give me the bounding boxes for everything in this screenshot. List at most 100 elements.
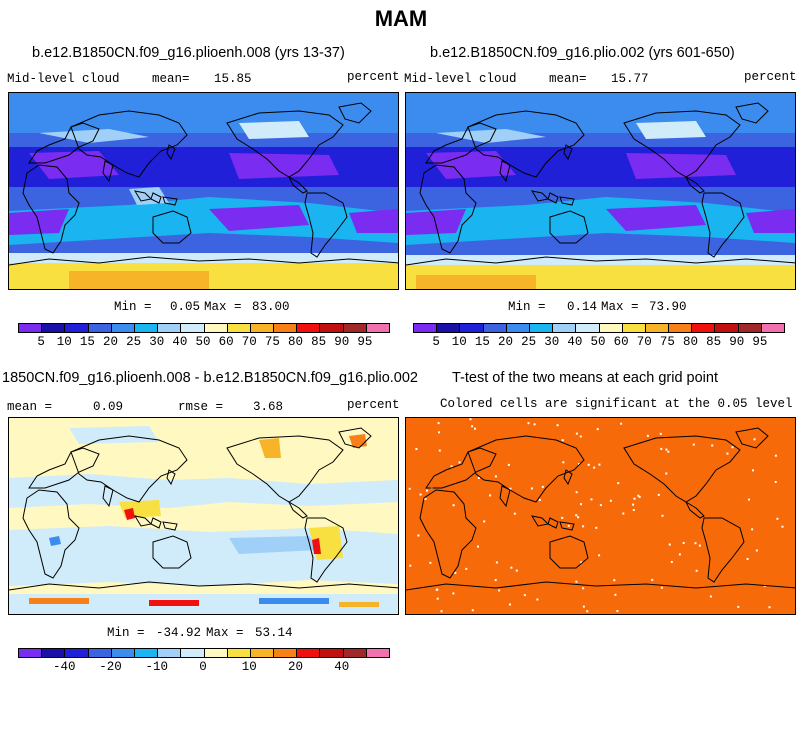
colorbar-swatch [343,324,367,332]
colorbar-swatch [297,324,321,332]
nonsignificant-cell [590,498,593,501]
nonsignificant-cell [498,589,501,592]
nonsignificant-cell [562,461,565,464]
colorbar-swatch [343,649,367,657]
nonsignificant-cell [541,485,544,488]
colorbar-swatch [506,324,530,332]
colorbar-swatch [483,324,507,332]
colorbar-tick-label: 30 [544,335,560,349]
colorbar-swatch [622,324,646,332]
nonsignificant-cell [586,610,589,613]
nonsignificant-cell [633,497,636,500]
colorbar-tick-label: 5 [37,335,45,349]
nonsignificant-cell [768,606,771,609]
nonsignificant-cell [575,432,578,435]
nonsignificant-cell [660,586,663,589]
nonsignificant-cell [682,542,685,544]
colorbar-swatch [227,324,251,332]
panel1-mean-label: mean= [152,72,190,86]
colorbar-swatch [297,649,321,657]
nonsignificant-cell [678,553,681,556]
panel3-title: 1850CN.f09_g16.plioenh.008 - b.e12.B1850… [2,370,418,386]
nonsignificant-cell [598,554,601,557]
colorbar-tick-label: -20 [99,660,122,674]
panel2-units: percent [744,70,797,84]
nonsignificant-cell [774,481,777,483]
colorbar-swatch [553,324,577,332]
colorbar-swatch [204,324,228,332]
nonsignificant-cell [440,610,443,613]
nonsignificant-cell [667,450,670,453]
nonsignificant-cell [711,444,714,447]
colorbar-swatch [88,649,112,657]
colorbar-tick-label: 70 [636,335,652,349]
colorbar-swatch [414,324,438,332]
nonsignificant-cell [575,491,578,494]
nonsignificant-cell [438,431,440,434]
nonsignificant-cell [458,461,461,464]
panel3-max-label: Max = [206,626,244,640]
panel1-max-label: Max = [204,300,242,314]
panel1-mean-value: 15.85 [214,72,252,86]
colorbar-tick-label: 40 [172,335,188,349]
colorbar-swatch [88,324,112,332]
colorbar-swatch [250,649,275,657]
nonsignificant-cell [489,494,492,497]
colorbar-tick-label: 30 [149,335,165,349]
panel1-min-label: Min = [114,300,152,314]
nonsignificant-cell [494,475,497,478]
nonsignificant-cell [575,514,578,517]
nonsignificant-cell [523,594,526,597]
nonsignificant-cell [665,448,668,451]
panel2-map [405,92,796,290]
colorbar-swatch [692,324,716,332]
nonsignificant-cell [613,579,616,582]
panel1-min-value: 0.05 [170,300,201,314]
nonsignificant-cell [452,504,455,507]
colorbar-swatch [437,324,461,332]
colorbar-swatch [181,649,205,657]
nonsignificant-cell [774,454,777,457]
colorbar-swatch [19,649,43,657]
nonsignificant-cell [698,544,701,547]
panel1-variable-label: Mid-level cloud [7,72,120,86]
colorbar-swatch [250,324,275,332]
nonsignificant-cell [752,469,754,472]
nonsignificant-cell [598,463,601,466]
nonsignificant-cell [577,516,580,519]
nonsignificant-cell [617,482,620,485]
nonsignificant-cell [646,434,649,437]
nonsignificant-cell [419,493,422,496]
nonsignificant-cell [509,603,511,606]
nonsignificant-cell [471,425,474,428]
colorbar-tick-label: 20 [497,335,514,349]
nonsignificant-cell [417,534,420,537]
panel3-mean-value: 0.09 [93,400,124,414]
nonsignificant-cell [507,463,510,466]
colorbar-swatch [111,649,135,657]
colorbar-swatch [42,649,66,657]
nonsignificant-cell [536,598,539,601]
colorbar-tick-label: 50 [195,335,211,349]
panel2-title: b.e12.B1850CN.f09_g16.plio.002 (yrs 601-… [430,45,735,61]
colorbar-swatch [204,649,228,657]
colorbar-swatch [366,649,389,657]
nonsignificant-cell [695,569,698,572]
panel1-max-value: 83.00 [252,300,290,314]
colorbar-swatch [134,649,159,657]
colorbar-tick-label: 80 [287,335,304,349]
nonsignificant-cell [513,512,516,515]
colorbar-swatch [576,324,600,332]
nonsignificant-cell [561,516,564,519]
panel2-mean-value: 15.77 [611,72,649,86]
colorbar-tick-label: 25 [521,335,537,349]
panel3-min-value: -34.92 [156,626,202,640]
colorbar-swatch [65,324,89,332]
colorbar-swatch [645,324,670,332]
nonsignificant-cell [692,443,695,446]
nonsignificant-cell [595,526,598,529]
colorbar-tick-label: 50 [590,335,606,349]
panel3-rmse-value: 3.68 [253,400,284,414]
colorbar-tick-label: 95 [357,335,373,349]
nonsignificant-cell [751,528,754,531]
